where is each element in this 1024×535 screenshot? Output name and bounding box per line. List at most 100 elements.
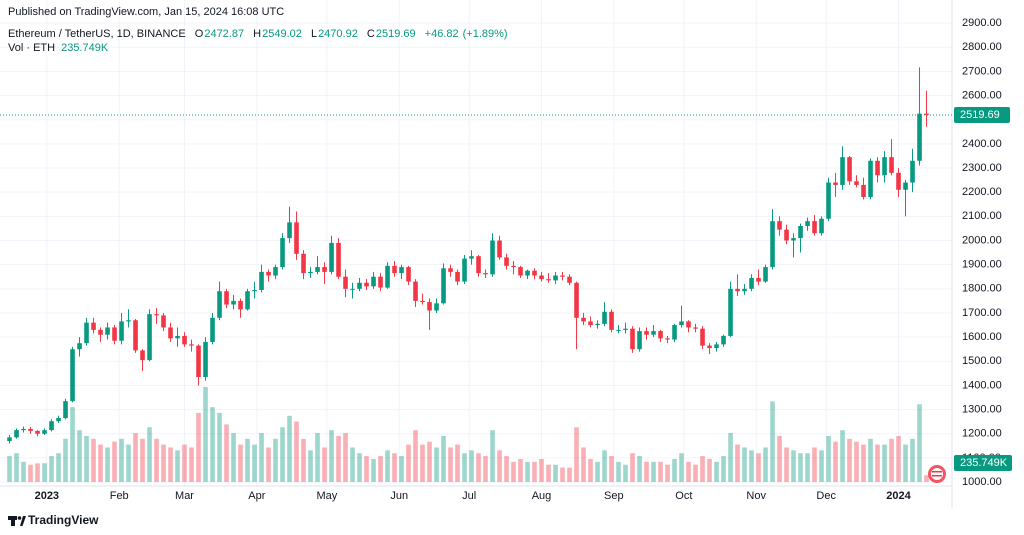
volume-bar <box>175 450 180 482</box>
volume-bar <box>84 435 89 482</box>
candle-body <box>245 291 250 310</box>
candle-body <box>735 288 740 292</box>
volume-bar <box>693 464 698 482</box>
volume-bar <box>266 447 271 482</box>
volume-bar <box>77 430 82 482</box>
candle-body <box>210 317 215 342</box>
volume-bar <box>56 453 61 482</box>
candle-body <box>364 282 369 287</box>
candle-body <box>105 327 110 335</box>
candle-body <box>826 182 831 219</box>
candle-body <box>84 322 89 344</box>
x-tick-label: Aug <box>532 490 552 502</box>
candle-body <box>721 335 726 345</box>
candle-body <box>742 288 747 292</box>
volume-bar <box>112 441 117 482</box>
candle-body <box>77 343 82 350</box>
candle-body <box>56 418 61 422</box>
volume-bar <box>231 433 236 482</box>
candle-body <box>616 329 621 331</box>
y-tick-label: 2700.00 <box>962 65 1002 77</box>
candle-body <box>385 265 390 288</box>
volume-bar <box>420 444 425 482</box>
candle-body <box>875 160 880 176</box>
candle-body <box>644 331 649 335</box>
candle-body <box>910 160 915 183</box>
volume-bar <box>504 456 509 482</box>
volume-bar <box>812 447 817 482</box>
candle-body <box>700 328 705 346</box>
candle-body <box>133 320 138 351</box>
volume-bar <box>826 435 831 482</box>
volume-bar <box>133 433 138 482</box>
volume-bar <box>630 453 635 482</box>
candle-body <box>791 238 796 241</box>
candle-body <box>483 273 488 275</box>
candle-body <box>301 253 306 274</box>
candle-body <box>28 428 33 431</box>
volume-bar <box>147 427 152 482</box>
candle-body <box>175 335 180 339</box>
candle-body <box>518 267 523 276</box>
volume-bar <box>224 424 229 482</box>
volume-bar <box>567 467 572 482</box>
candle-body <box>336 242 341 277</box>
x-tick-label: 2023 <box>35 490 59 502</box>
volume-bar <box>889 438 894 482</box>
candle-body <box>693 327 698 329</box>
flag-icon <box>928 465 946 483</box>
candle-body <box>350 288 355 290</box>
candle-body <box>217 291 222 318</box>
candle-body <box>126 320 131 322</box>
volume-bar <box>805 453 810 482</box>
volume-bar <box>427 441 432 482</box>
candle-body <box>749 277 754 289</box>
candle-body <box>581 317 586 322</box>
last-price-tag <box>954 106 1010 123</box>
volume-bar <box>21 461 26 482</box>
volume-bar <box>469 450 474 482</box>
volume-layer <box>7 387 929 482</box>
x-tick-label: Jun <box>390 490 408 502</box>
candle-body <box>238 300 243 310</box>
candle-body <box>840 157 845 185</box>
x-tick-label: Mar <box>175 490 194 502</box>
candle-body <box>168 327 173 339</box>
volume-bar <box>434 447 439 482</box>
candle-body <box>420 300 425 303</box>
volume-legend: Vol · ETH 235.749K <box>8 42 114 54</box>
volume-bar <box>350 447 355 482</box>
volume-bar <box>854 441 859 482</box>
volume-bar <box>168 447 173 482</box>
candle-body <box>763 267 768 282</box>
volume-title: Vol · ETH <box>8 42 56 54</box>
volume-bar <box>273 438 278 482</box>
candle-body <box>602 311 607 324</box>
candle-body <box>511 265 516 268</box>
volume-bar <box>490 430 495 482</box>
candle-body <box>378 276 383 288</box>
legend-label: L <box>310 28 318 40</box>
candle-body <box>63 401 68 419</box>
volume-bar <box>343 433 348 482</box>
volume-bar <box>406 444 411 482</box>
candle-body <box>672 325 677 340</box>
logo-dot <box>17 516 22 520</box>
candle-body <box>392 265 397 274</box>
candle-body <box>371 276 376 287</box>
y-tick-label: 1500.00 <box>962 355 1002 367</box>
candle-body <box>490 240 495 275</box>
y-tick-label: 1300.00 <box>962 404 1002 416</box>
volume-bar <box>308 450 313 482</box>
volume-bar <box>833 441 838 482</box>
candle-body <box>812 221 817 234</box>
candle-body <box>560 275 565 277</box>
candle-body <box>903 182 908 190</box>
volume-bar <box>749 450 754 482</box>
candle-body <box>889 157 894 173</box>
volume-bar <box>616 461 621 482</box>
volume-bar <box>742 447 747 482</box>
y-tick-label: 2600.00 <box>962 89 1002 101</box>
candle-body <box>21 428 26 431</box>
volume-bar <box>455 444 460 482</box>
